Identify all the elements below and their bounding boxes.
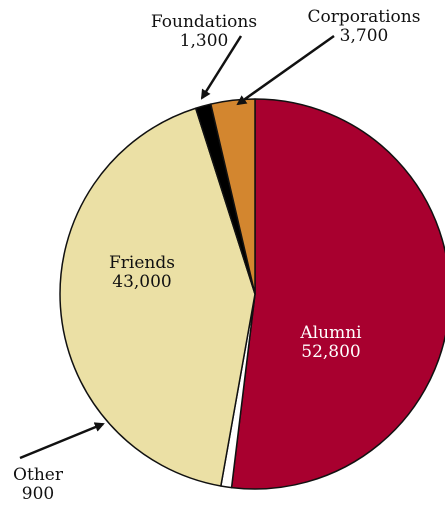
slice-value-friends: 43,000 (112, 272, 171, 292)
slice-label-friends: Friends (109, 253, 175, 273)
pie-slice-corporations (210, 98, 256, 295)
callout-arrow-other (19, 422, 105, 460)
slice-value-foundations: 1,300 (180, 31, 229, 51)
slice-label-other: Other (13, 465, 64, 485)
slice-label-foundations: Foundations (151, 12, 257, 32)
slice-value-alumni: 52,800 (301, 342, 360, 362)
slice-label-alumni: Alumni (299, 323, 362, 343)
slice-value-other: 900 (22, 484, 54, 504)
pie-slice-friends (59, 107, 256, 487)
callout-arrow-corporations (236, 34, 335, 106)
pie-slice-alumni (230, 98, 445, 490)
slice-label-corporations: Corporations (308, 7, 421, 27)
slice-value-corporations: 3,700 (340, 26, 389, 46)
callout-arrow-foundations (200, 35, 243, 100)
